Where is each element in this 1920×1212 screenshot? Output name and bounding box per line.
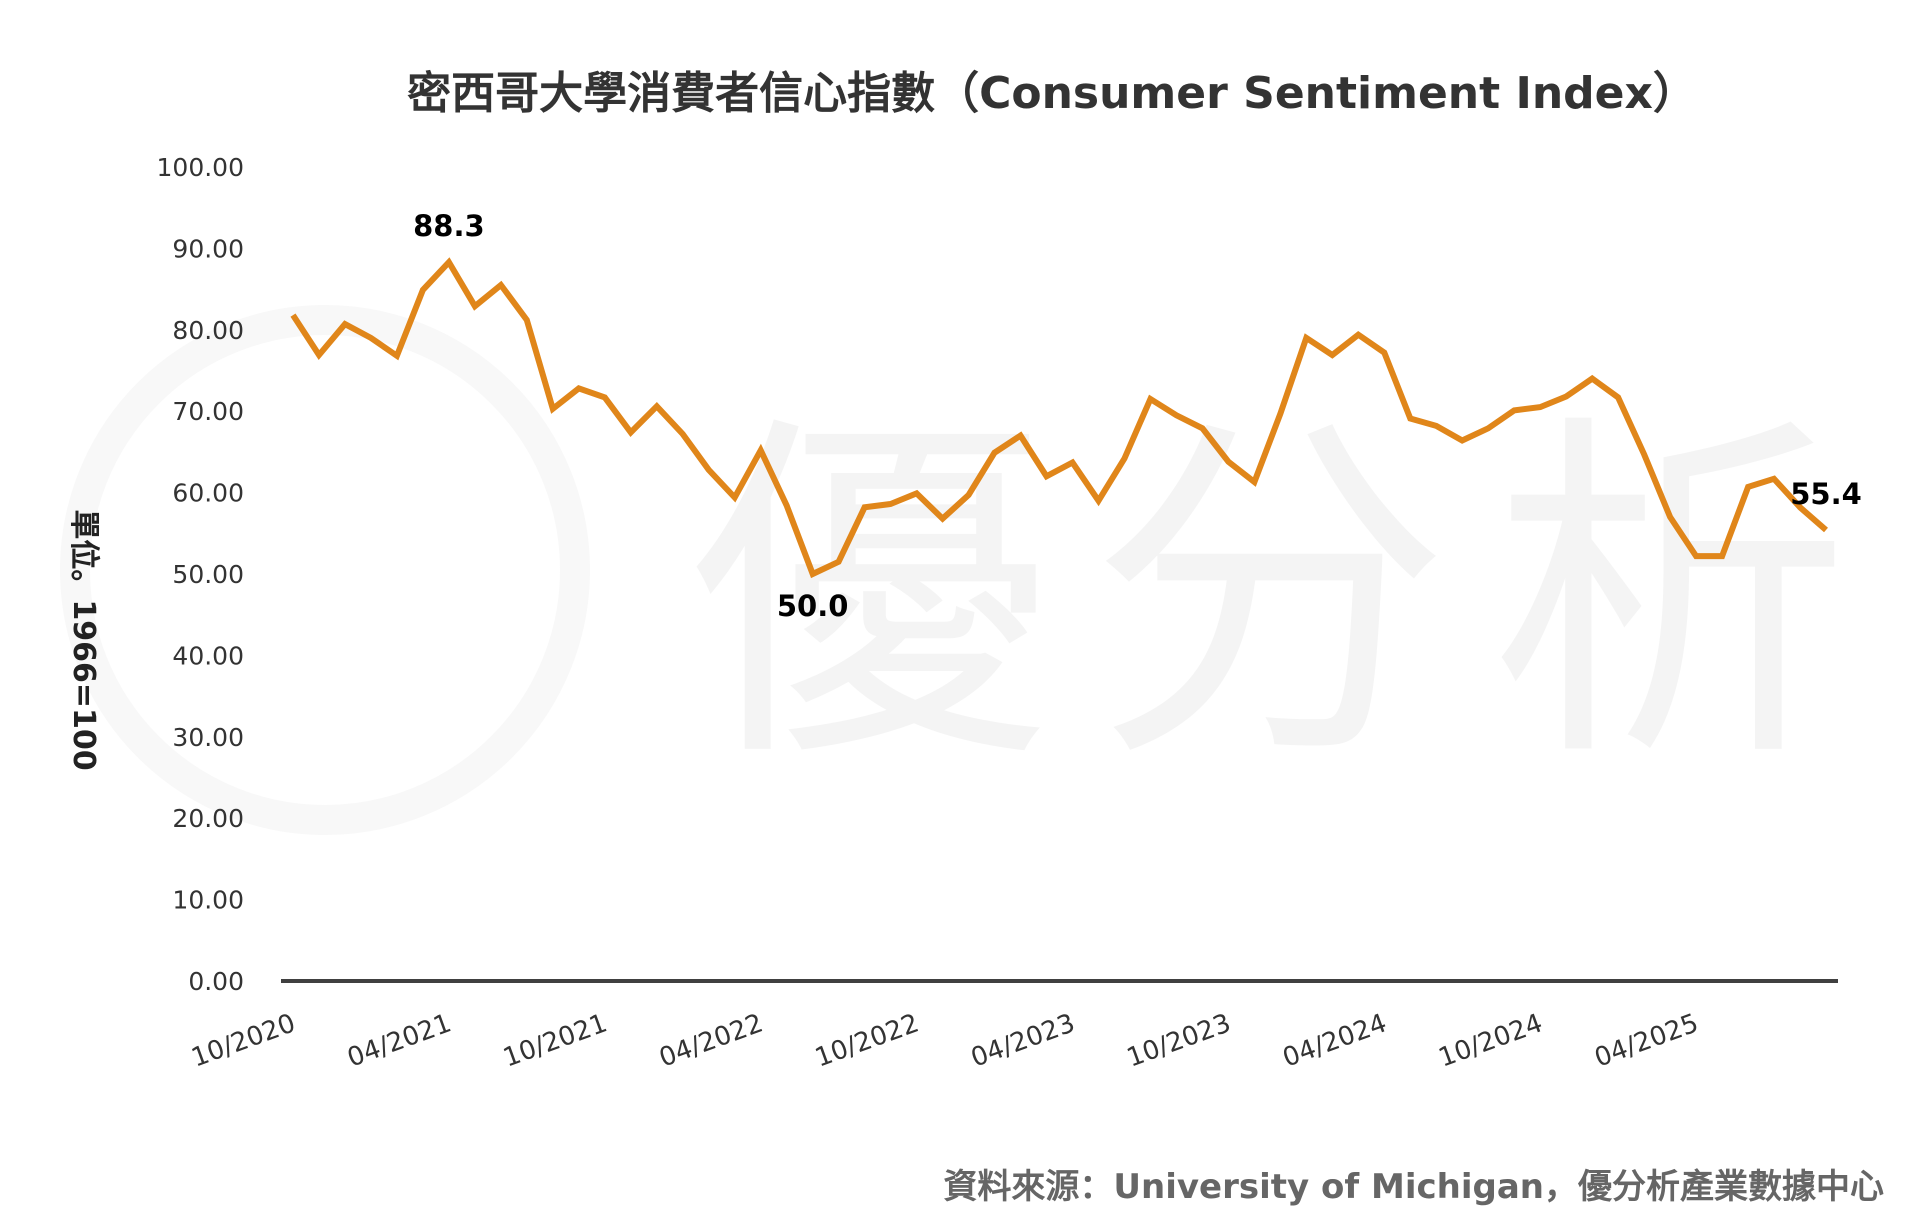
y-axis-ticks: 0.00 10.00 20.00 30.00 40.00 50.00 60.00 70.00 8… bbox=[157, 153, 244, 996]
series-line bbox=[290, 257, 1828, 579]
watermark: 優分析 bbox=[60, 305, 1890, 835]
source-note: 資料來源：University of Michigan，優分析產業數據中心 bbox=[943, 1167, 1884, 1207]
x-tick-label: 04/2022 bbox=[655, 1008, 767, 1073]
x-tick-label: 10/2021 bbox=[499, 1008, 611, 1073]
x-tick-label: 10/2020 bbox=[188, 1008, 300, 1073]
y-tick-label: 50.00 bbox=[172, 560, 244, 589]
y-tick-label: 80.00 bbox=[172, 316, 244, 345]
data-label: 50.0 bbox=[777, 589, 849, 623]
data-labels: 88.3 50.0 55.4 bbox=[413, 209, 1862, 623]
y-tick-label: 70.00 bbox=[172, 397, 244, 426]
y-tick-label: 100.00 bbox=[157, 153, 244, 182]
y-tick-label: 90.00 bbox=[172, 234, 244, 263]
y-axis-label: 單位。1966=100 bbox=[66, 509, 101, 770]
x-tick-label: 10/2024 bbox=[1435, 1008, 1547, 1073]
data-label: 55.4 bbox=[1790, 477, 1862, 511]
watermark-logo-circle bbox=[60, 305, 590, 835]
x-tick-label: 04/2021 bbox=[344, 1008, 456, 1073]
x-tick-label: 04/2024 bbox=[1279, 1008, 1391, 1073]
x-tick-label: 04/2023 bbox=[967, 1008, 1079, 1073]
y-tick-label: 30.00 bbox=[172, 723, 244, 752]
y-tick-label: 10.00 bbox=[172, 886, 244, 915]
x-tick-label: 10/2023 bbox=[1123, 1008, 1235, 1073]
chart-title: 密西哥大學消費者信心指數（Consumer Sentiment Index） bbox=[407, 68, 1697, 119]
y-tick-label: 40.00 bbox=[172, 641, 244, 670]
y-tick-label: 0.00 bbox=[188, 967, 244, 996]
x-axis-ticks: 10/2020 04/2021 10/2021 04/2022 10/2022 04/20… bbox=[188, 1008, 1703, 1073]
x-tick-label: 10/2022 bbox=[811, 1008, 923, 1073]
data-label: 88.3 bbox=[413, 209, 485, 243]
watermark-text: 優分析 bbox=[690, 386, 1890, 805]
x-tick-label: 04/2025 bbox=[1591, 1008, 1703, 1073]
y-tick-label: 60.00 bbox=[172, 479, 244, 508]
y-tick-label: 20.00 bbox=[172, 804, 244, 833]
